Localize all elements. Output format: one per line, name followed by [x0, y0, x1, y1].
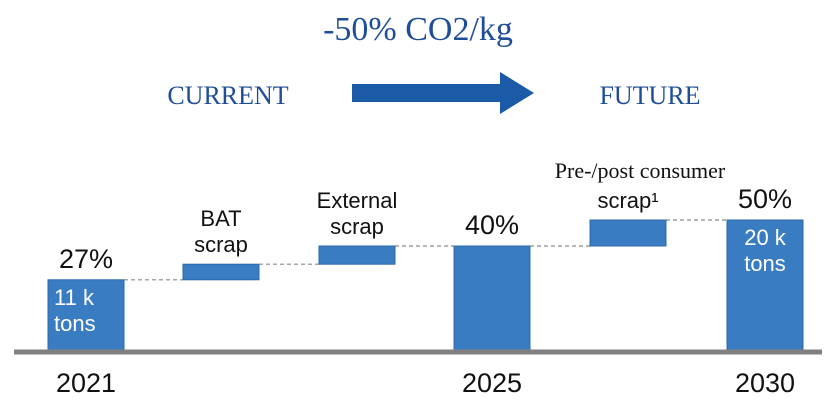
headline: -50% CO2/kg — [323, 11, 513, 48]
bar-inner-label-0: 11 k — [54, 285, 95, 310]
x-tick-label-2030: 2030 — [735, 368, 795, 398]
bar-3 — [453, 245, 531, 351]
step-label-4: Pre-/post consumer — [555, 158, 726, 183]
bar-inner-label-5: tons — [744, 251, 786, 276]
bar-4 — [589, 219, 667, 247]
bar-2 — [318, 245, 396, 265]
step-label-2: External — [317, 188, 398, 213]
bar-1 — [182, 263, 260, 281]
total-label-3: 40% — [465, 210, 519, 240]
step-label-1: BAT — [200, 206, 241, 231]
total-label-5: 50% — [738, 184, 792, 214]
bar-inner-label-0: tons — [54, 311, 96, 336]
to-label: FUTURE — [599, 81, 700, 110]
bar-0 — [47, 279, 125, 351]
x-tick-label-2021: 2021 — [56, 368, 116, 398]
step-label-2: scrap — [330, 214, 384, 239]
from-label: CURRENT — [167, 81, 288, 110]
x-tick-label-2025: 2025 — [462, 368, 522, 398]
total-label-0: 27% — [59, 244, 113, 274]
bar-inner-label-5: 20 k — [744, 225, 787, 250]
step-label-4: scrap¹ — [597, 188, 658, 213]
step-label-1: scrap — [194, 232, 248, 257]
right-arrow-icon — [352, 72, 534, 114]
